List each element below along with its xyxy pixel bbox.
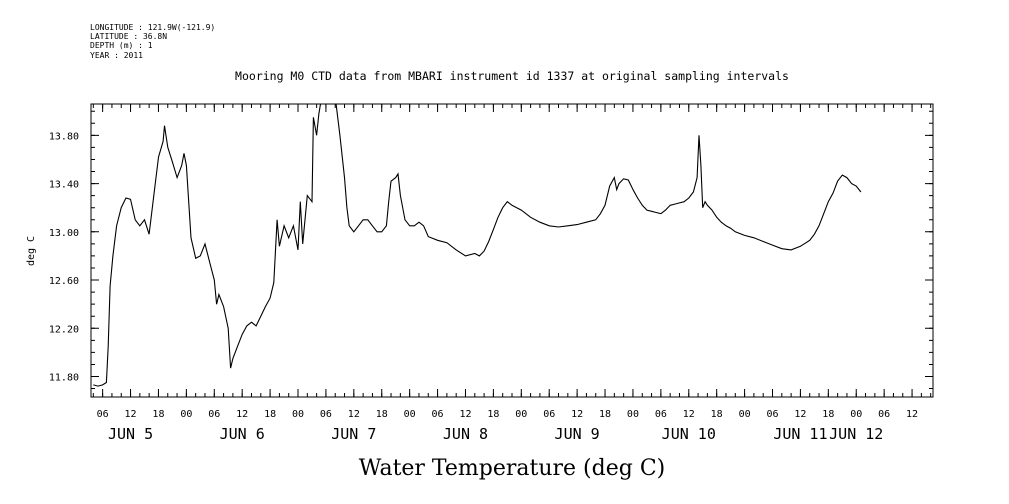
x-hour-label: 00 (627, 409, 639, 420)
meta-depth: DEPTH (m) : 1 (90, 41, 153, 50)
x-hour-label: 00 (515, 409, 527, 420)
x-hour-label: 06 (766, 409, 778, 420)
series-line-0 (93, 104, 862, 387)
x-hour-label: 12 (236, 409, 248, 420)
x-hour-label: 06 (97, 409, 109, 420)
x-minor-ticks (92, 104, 932, 397)
y-tick-label: 12.60 (49, 276, 79, 287)
x-hour-label: 06 (208, 409, 220, 420)
x-hour-label: 18 (711, 409, 723, 420)
x-hour-label: 06 (655, 409, 667, 420)
x-hour-label: 12 (906, 409, 918, 420)
x-hour-label: 00 (180, 409, 192, 420)
y-axis-label: deg C (26, 236, 37, 266)
plot-frame (90, 103, 934, 398)
meta-year: YEAR : 2011 (90, 51, 143, 60)
x-hour-label: 00 (292, 409, 304, 420)
x-day-label: JUN 12 (829, 425, 883, 443)
x-hour-label: 00 (404, 409, 416, 420)
chart-title: Mooring M0 CTD data from MBARI instrumen… (235, 69, 789, 83)
x-hour-label: 06 (878, 409, 890, 420)
x-day-label: JUN 11 (773, 425, 827, 443)
x-hour-label: 06 (543, 409, 555, 420)
y-tick-label: 13.00 (49, 228, 79, 239)
axes: 11.80 12.20 12.60 13.00 13.40 13.80 06 12 18 00 06… (49, 103, 934, 443)
y-tick-label: 11.80 (49, 373, 79, 384)
x-hour-label: 18 (599, 409, 611, 420)
x-hour-label: 18 (264, 409, 276, 420)
x-hour-label: 12 (683, 409, 695, 420)
x-hour-label: 12 (459, 409, 471, 420)
x-day-label: JUN 10 (662, 425, 716, 443)
metadata-block: LONGITUDE : 121.9W(-121.9) LATITUDE : 36… (90, 23, 215, 60)
x-hour-label: 12 (125, 409, 137, 420)
x-hour-label: 06 (320, 409, 332, 420)
x-hour-label: 12 (794, 409, 806, 420)
x-hour-label: 12 (571, 409, 583, 420)
y-tick-label: 13.40 (49, 180, 79, 191)
x-day-label: JUN 6 (220, 425, 265, 443)
x-day-label: JUN 8 (443, 425, 488, 443)
x-day-label: JUN 9 (555, 425, 600, 443)
x-hour-label: 18 (487, 409, 499, 420)
series-group (93, 104, 862, 387)
x-hour-label: 18 (822, 409, 834, 420)
x-hour-label: 00 (739, 409, 751, 420)
meta-latitude: LATITUDE : 36.8N (90, 32, 167, 41)
x-hour-label: 12 (348, 409, 360, 420)
x-day-label: JUN 5 (108, 425, 153, 443)
x-axis-label: Water Temperature (deg C) (359, 456, 666, 481)
y-tick-label: 12.20 (49, 324, 79, 335)
x-hour-label: 18 (376, 409, 388, 420)
y-tick-label: 13.80 (49, 131, 79, 142)
x-hour-label: 00 (850, 409, 862, 420)
x-hour-label: 18 (152, 409, 164, 420)
x-day-label: JUN 7 (331, 425, 376, 443)
y-minor-ticks (91, 110, 933, 390)
meta-longitude: LONGITUDE : 121.9W(-121.9) (90, 23, 215, 32)
x-hour-label: 06 (432, 409, 444, 420)
